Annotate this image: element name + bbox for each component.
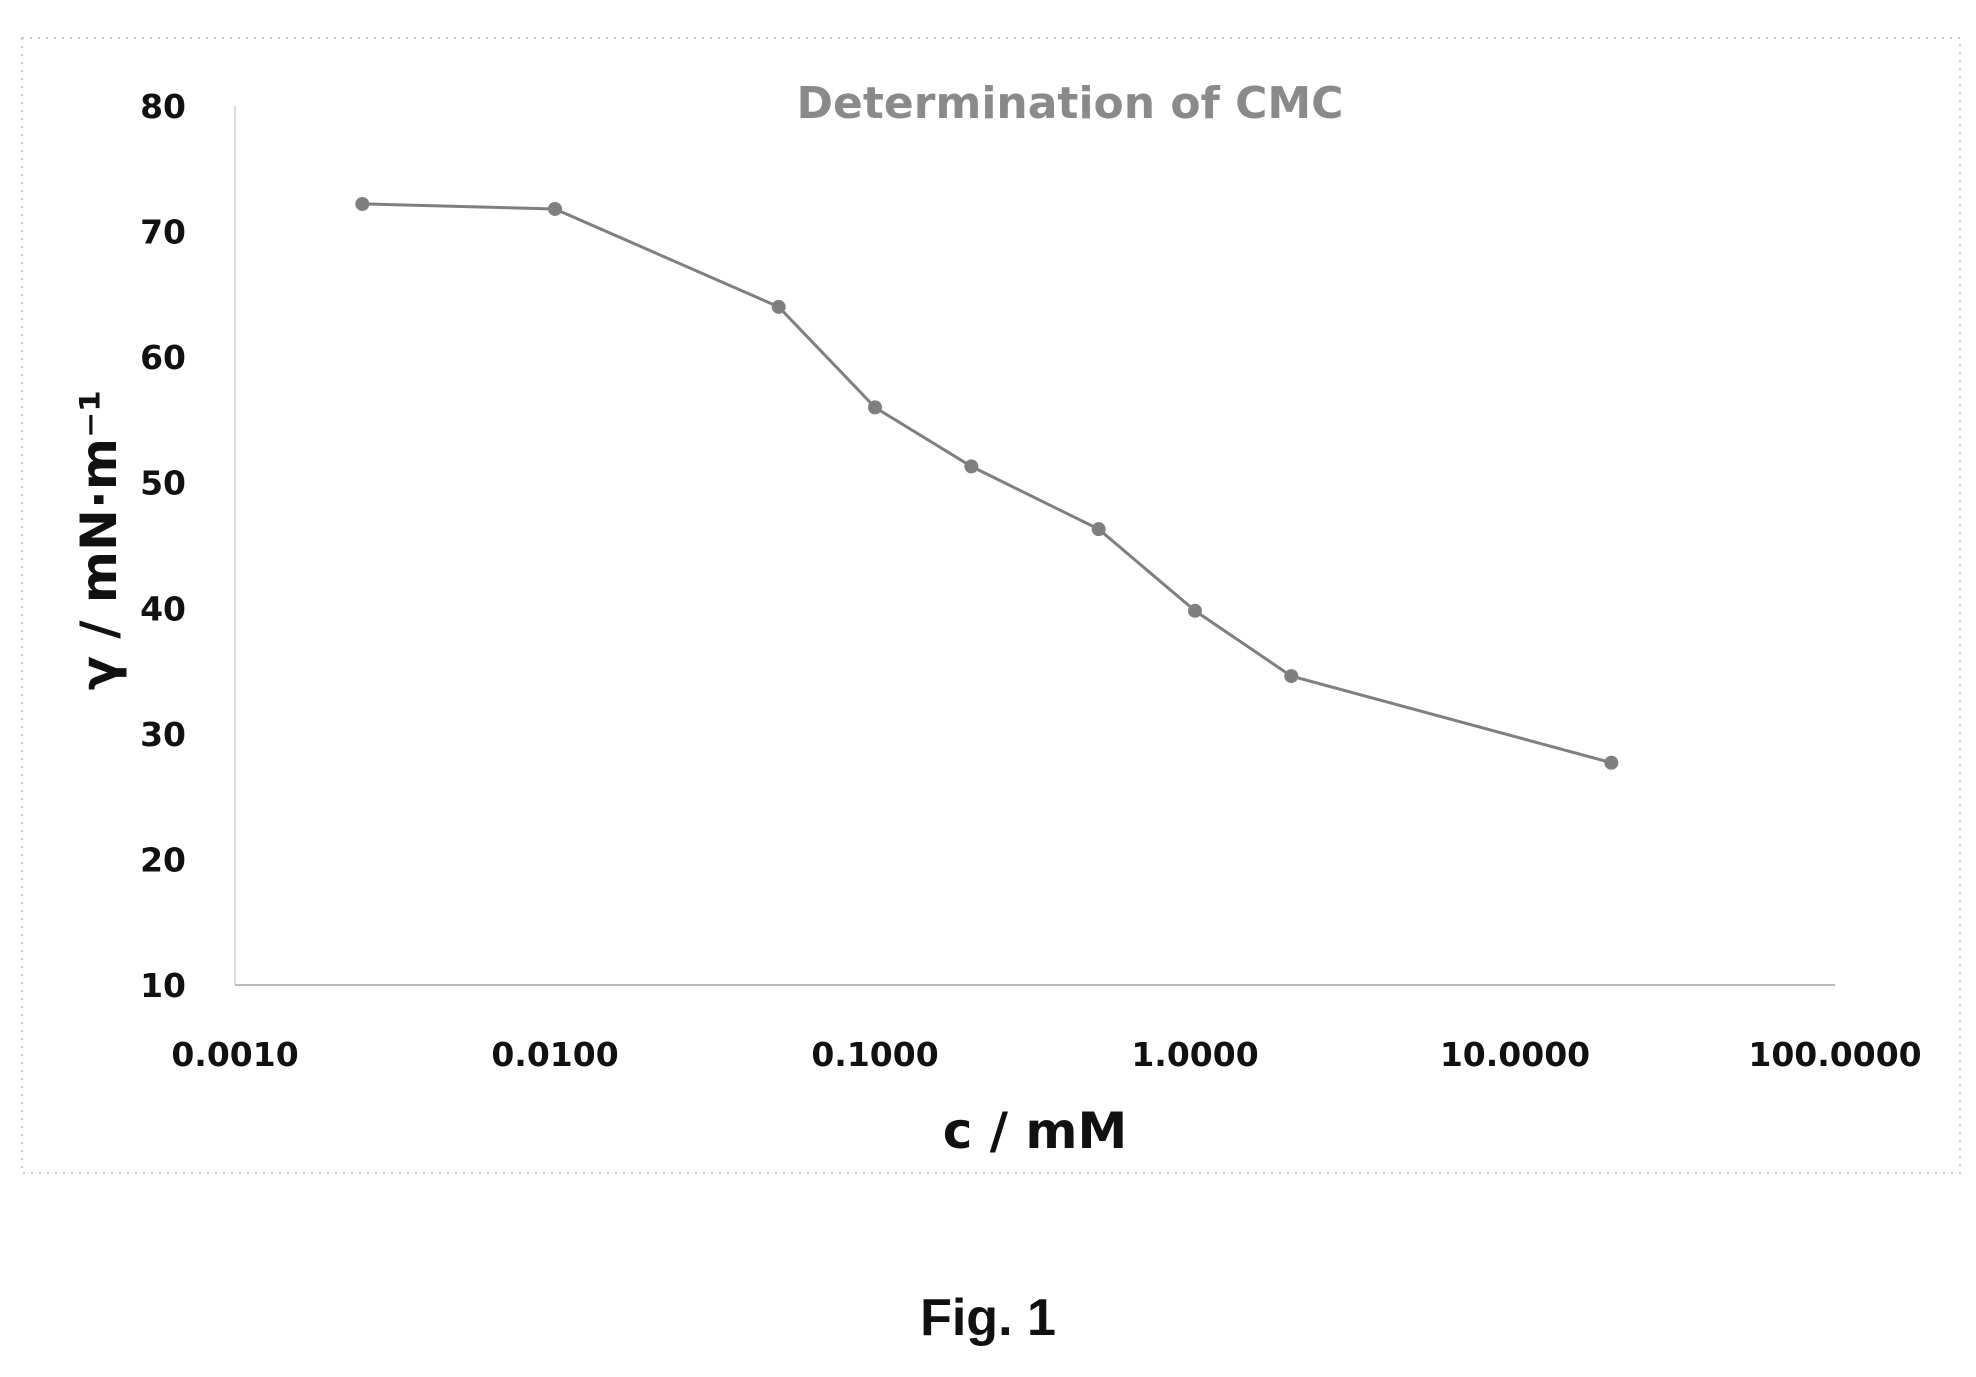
y-tick-label: 40 [140, 589, 186, 628]
data-point [1091, 522, 1106, 537]
x-tick-label: 1.0000 [1131, 1035, 1258, 1074]
data-point [1604, 755, 1619, 770]
y-axis-label: γ / mN·m⁻¹ [70, 390, 128, 690]
data-point [548, 201, 562, 216]
x-tick-label: 0.0010 [171, 1035, 298, 1074]
x-tick-label: 0.1000 [811, 1035, 938, 1074]
x-tick-label: 100.0000 [1748, 1035, 1921, 1074]
x-tick-label: 0.0100 [491, 1035, 618, 1074]
x-tick-label: 10.0000 [1440, 1035, 1590, 1074]
x-tick-labels: 0.0010 0.0100 0.1000 1.0000 10.0000 100.0000 [171, 1035, 1921, 1074]
chart-title: Determination of CMC [797, 78, 1344, 129]
y-tick-label: 10 [140, 966, 186, 1005]
x-axis-label: c / mM [943, 1102, 1128, 1160]
chart-frame [21, 37, 1961, 1174]
y-tick-label: 60 [140, 338, 186, 377]
plot-area [355, 196, 1619, 770]
data-point [771, 299, 786, 314]
data-point [868, 400, 882, 415]
data-point [355, 196, 370, 211]
data-point [964, 459, 979, 474]
data-point [1284, 669, 1299, 684]
y-tick-labels: 10 20 30 40 50 60 70 80 [140, 87, 186, 1005]
y-tick-label: 30 [140, 715, 186, 754]
y-tick-label: 70 [140, 213, 186, 252]
y-tick-label: 50 [140, 464, 186, 503]
y-tick-label: 80 [140, 87, 186, 126]
figure-caption: Fig. 1 [920, 1289, 1056, 1347]
series-line [362, 202, 1612, 765]
y-tick-label: 20 [140, 840, 186, 879]
data-point [1188, 603, 1202, 618]
